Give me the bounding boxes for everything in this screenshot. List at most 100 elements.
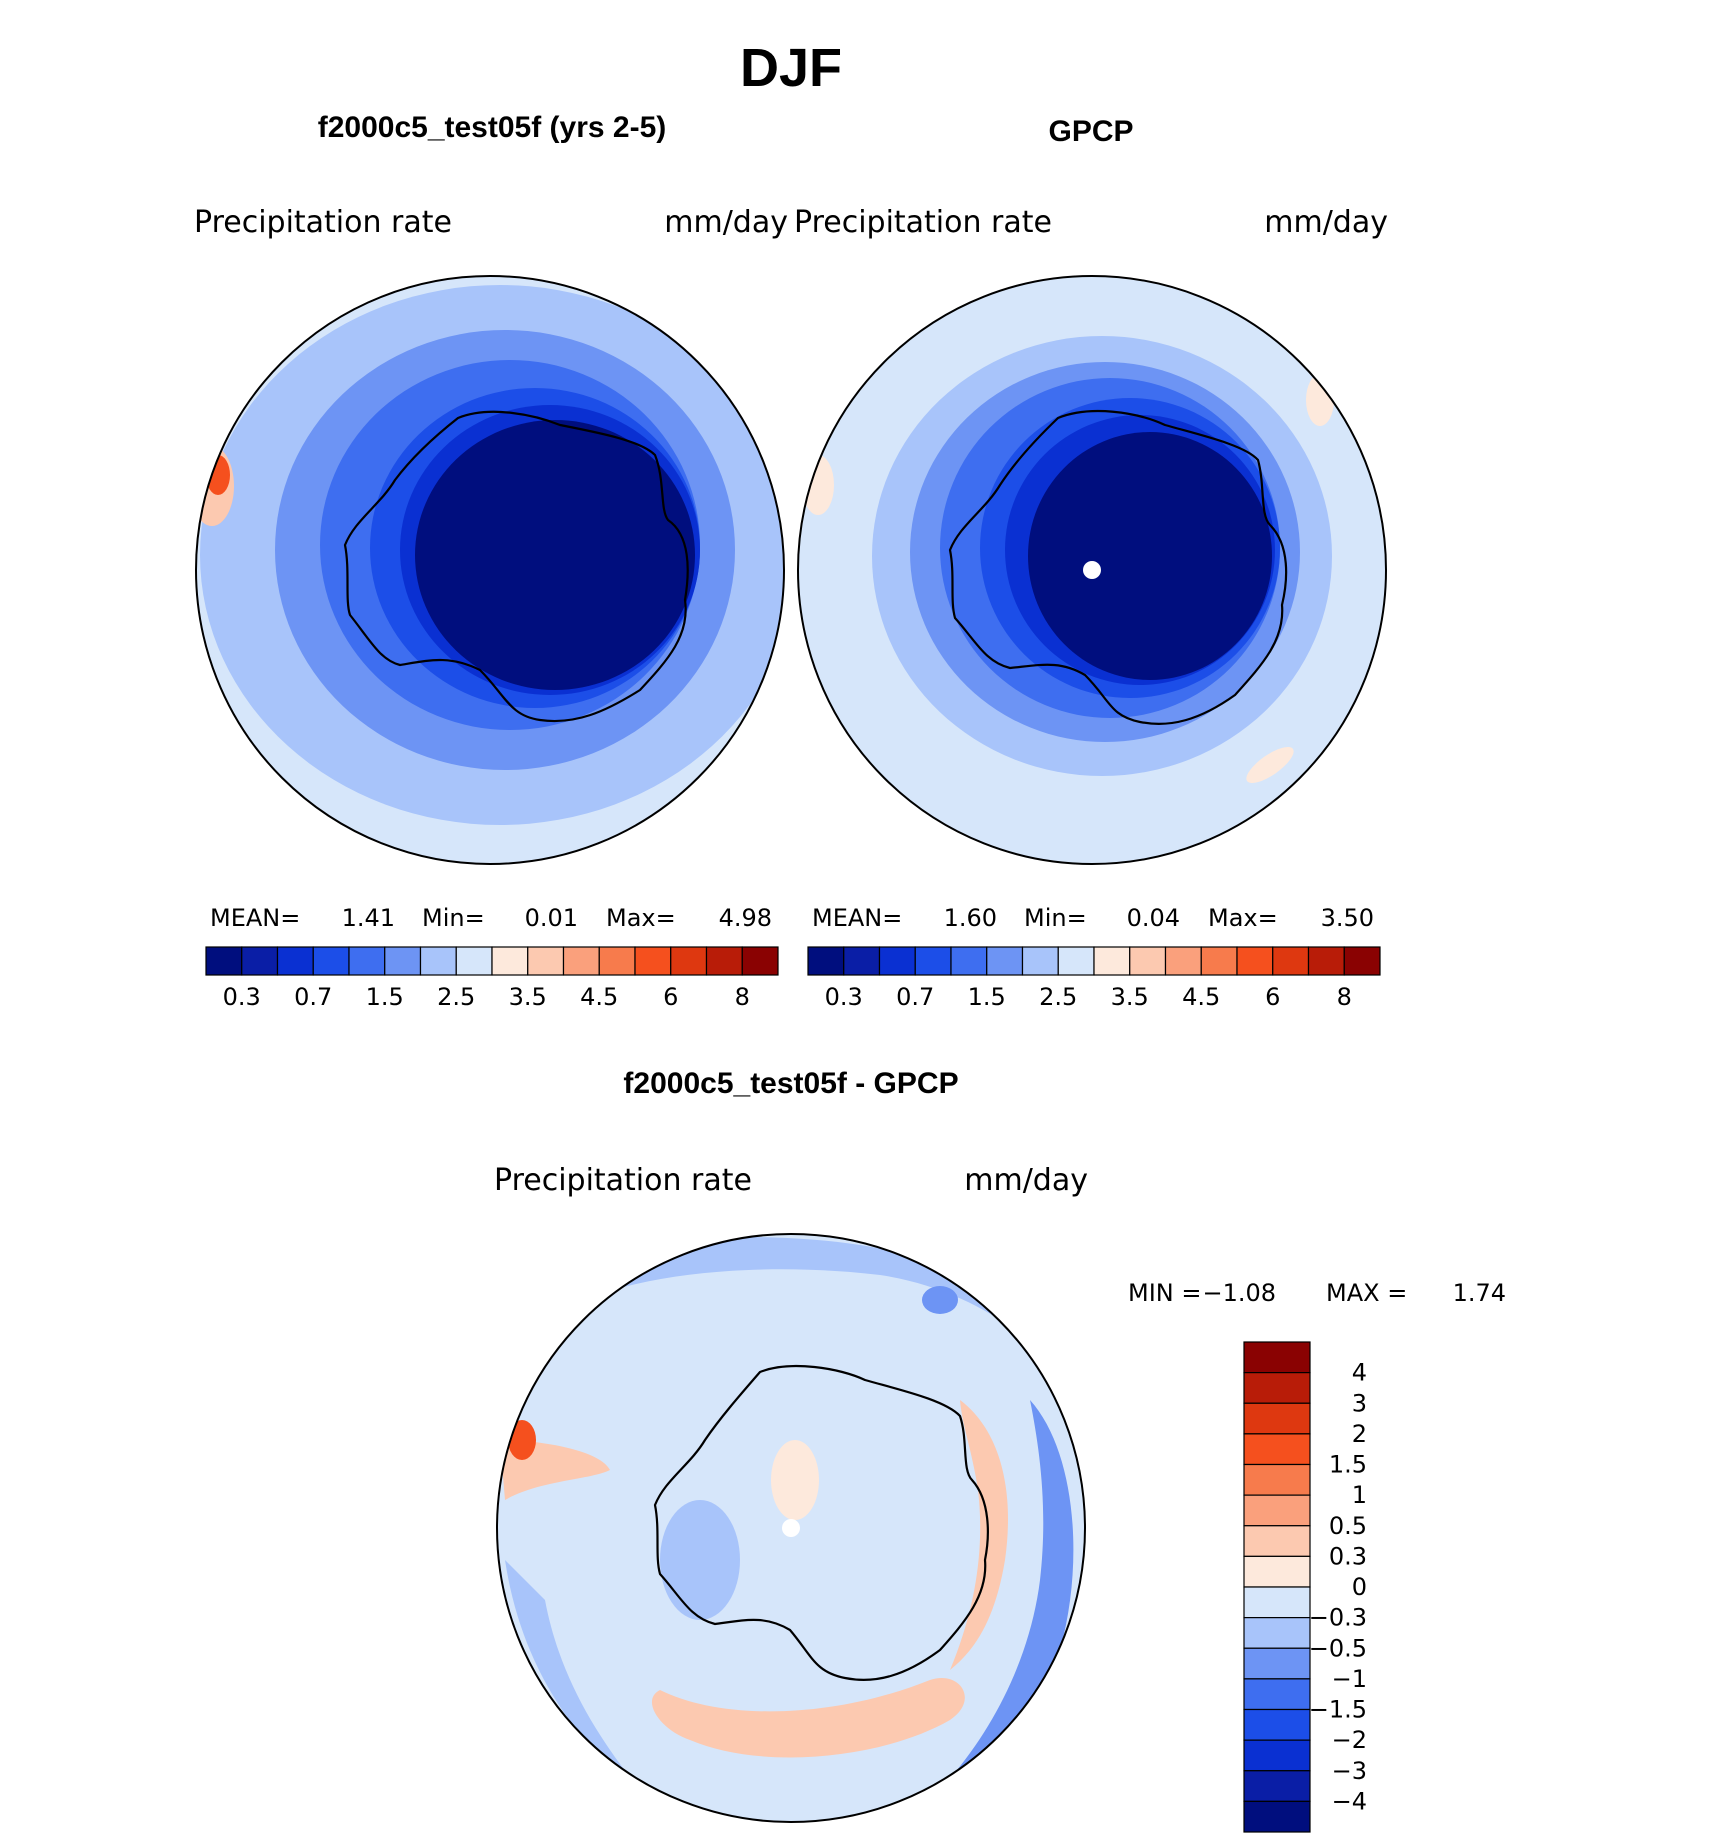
colorbar-a-swatch bbox=[276, 946, 314, 976]
colorbar-a-tick-label: 0.7 bbox=[294, 983, 332, 1011]
map-b-light-anomaly-3 bbox=[1246, 746, 1294, 784]
colorbar-a-swatch bbox=[491, 946, 529, 976]
colorbar-c-tick-label: 0 bbox=[1352, 1573, 1367, 1601]
colorbar-c-tick-label: 0.3 bbox=[1329, 1542, 1367, 1570]
colorbar-a-swatch bbox=[670, 946, 708, 976]
colorbar-a-swatch bbox=[705, 946, 743, 976]
panel-b-max-value: 3.50 bbox=[1321, 904, 1374, 932]
colorbar-b-tick-label: 1.5 bbox=[968, 983, 1006, 1011]
panel-c-max-value: 1.74 bbox=[1453, 1279, 1506, 1307]
colorbar-b-swatch bbox=[1200, 946, 1238, 976]
colorbar-b-tick-label: 8 bbox=[1337, 983, 1352, 1011]
panel-a-min-label: Min= bbox=[422, 904, 485, 932]
map-a-level-6 bbox=[415, 420, 695, 690]
colorbar-b-swatch bbox=[914, 946, 952, 976]
colorbar-c-swatch bbox=[1243, 1739, 1311, 1772]
panel-a-variable: Precipitation rate bbox=[194, 205, 452, 240]
colorbar-b-swatch bbox=[843, 946, 881, 976]
colorbar-a-tick-label: 8 bbox=[735, 983, 750, 1011]
colorbar-b-tick-label: 0.7 bbox=[896, 983, 934, 1011]
colorbar-a-tick-label: 2.5 bbox=[437, 983, 475, 1011]
map-c-border bbox=[496, 1233, 1086, 1823]
panel-a-map bbox=[196, 276, 784, 864]
panel-a-mean-value: 1.41 bbox=[342, 904, 395, 932]
map-c-cool-band-west bbox=[505, 1560, 640, 1790]
colorbar-c-swatch bbox=[1243, 1402, 1311, 1435]
colorbar-b-swatch bbox=[1129, 946, 1167, 976]
colorbar-c-swatch bbox=[1243, 1433, 1311, 1466]
page-title: DJF bbox=[740, 38, 842, 98]
panel-c-colorbar: 43 2 1.51 0.50.3 0 −0.3−0.5 −1 −1.5−2 −3−4 bbox=[1243, 1341, 1367, 1833]
colorbar-a-swatch bbox=[598, 946, 636, 976]
panel-c-min-label: MIN = bbox=[1128, 1279, 1201, 1307]
map-b-coastline bbox=[948, 409, 1288, 725]
colorbar-b-tick-label: 4.5 bbox=[1182, 983, 1220, 1011]
colorbar-b-swatch bbox=[1272, 946, 1310, 976]
panel-b-title: GPCP bbox=[1048, 115, 1133, 148]
colorbar-b-tick-label: 6 bbox=[1265, 983, 1280, 1011]
colorbar-b-swatch bbox=[1343, 946, 1381, 976]
panel-b-units: mm/day bbox=[1264, 205, 1388, 240]
colorbar-a-swatch bbox=[562, 946, 600, 976]
map-c-warm-band-south bbox=[651, 1678, 965, 1758]
colorbar-b-swatch bbox=[950, 946, 988, 976]
map-c-warm-core bbox=[508, 1420, 536, 1460]
colorbar-a-swatch bbox=[455, 946, 493, 976]
colorbar-c-tick-label: 4 bbox=[1352, 1359, 1367, 1387]
panel-a-max-value: 4.98 bbox=[719, 904, 772, 932]
map-b-level-6 bbox=[1028, 432, 1272, 680]
map-c-pole-hole bbox=[782, 1519, 800, 1537]
colorbar-a-swatch bbox=[634, 946, 672, 976]
colorbar-b-swatch bbox=[1307, 946, 1345, 976]
colorbar-c-swatch bbox=[1243, 1708, 1311, 1741]
panel-b-max-label: Max= bbox=[1208, 904, 1278, 932]
colorbar-b-swatch bbox=[986, 946, 1024, 976]
colorbar-b-tick-label: 2.5 bbox=[1039, 983, 1077, 1011]
colorbar-c-tick-label: −0.3 bbox=[1309, 1604, 1367, 1632]
colorbar-c-swatch bbox=[1243, 1525, 1311, 1557]
colorbar-c-swatch bbox=[1243, 1494, 1311, 1527]
panel-b-colorbar: 0.3 0.7 1.5 2.5 3.5 4.5 6 8 bbox=[807, 946, 1381, 1011]
colorbar-a-swatch bbox=[312, 946, 350, 976]
map-c-coastline bbox=[653, 1364, 989, 1681]
panel-b-mean-value: 1.60 bbox=[944, 904, 997, 932]
colorbar-b-tick-label: 0.3 bbox=[825, 983, 863, 1011]
colorbar-c-tick-label: −3 bbox=[1332, 1757, 1367, 1785]
colorbar-b-swatch bbox=[1164, 946, 1202, 976]
colorbar-c-swatch bbox=[1243, 1372, 1311, 1404]
panel-a-max-label: Max= bbox=[606, 904, 676, 932]
colorbar-c-tick-label: −4 bbox=[1332, 1787, 1367, 1815]
panel-b-min-value: 0.04 bbox=[1127, 904, 1180, 932]
colorbar-c-tick-label: −0.5 bbox=[1309, 1634, 1367, 1662]
panel-a-units: mm/day bbox=[664, 205, 788, 240]
colorbar-a-tick-label: 6 bbox=[663, 983, 678, 1011]
colorbar-a-swatch bbox=[741, 946, 779, 976]
panel-a-min-value: 0.01 bbox=[525, 904, 578, 932]
colorbar-a-swatch bbox=[419, 946, 457, 976]
map-b-pole-hole bbox=[1083, 561, 1101, 579]
colorbar-b-swatch bbox=[807, 946, 845, 976]
colorbar-a-tick-label: 0.3 bbox=[223, 983, 261, 1011]
colorbar-c-tick-label: 2 bbox=[1352, 1420, 1367, 1448]
map-c-warm-band-east bbox=[950, 1400, 1008, 1670]
panel-c-min-value: −1.08 bbox=[1202, 1279, 1276, 1307]
colorbar-c-tick-label: −1.5 bbox=[1309, 1696, 1367, 1724]
colorbar-b-tick-label: 3.5 bbox=[1111, 983, 1149, 1011]
map-c-peninsula-cool bbox=[660, 1500, 740, 1620]
map-c-cool-spot bbox=[922, 1286, 958, 1314]
colorbar-b-swatch bbox=[1093, 946, 1131, 976]
panel-b-map bbox=[798, 276, 1386, 864]
colorbar-c-tick-label: −2 bbox=[1332, 1726, 1367, 1754]
colorbar-c-tick-label: 1.5 bbox=[1329, 1451, 1367, 1479]
panel-a-mean-label: MEAN= bbox=[210, 904, 300, 932]
colorbar-c-swatch bbox=[1243, 1647, 1311, 1680]
map-c-cool-band-east bbox=[930, 1400, 1074, 1800]
colorbar-a-swatch bbox=[527, 946, 565, 976]
colorbar-c-swatch bbox=[1243, 1678, 1311, 1711]
panel-b-min-label: Min= bbox=[1024, 904, 1087, 932]
colorbar-a-tick-label: 1.5 bbox=[366, 983, 404, 1011]
colorbar-c-swatch bbox=[1243, 1617, 1311, 1649]
panel-a-colorbar: 0.3 0.7 1.5 2.5 3.5 4.5 6 8 bbox=[205, 946, 779, 1011]
colorbar-a-swatch bbox=[348, 946, 386, 976]
